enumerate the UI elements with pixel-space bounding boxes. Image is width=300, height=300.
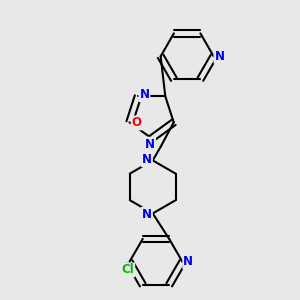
Text: N: N (214, 50, 224, 63)
Text: N: N (183, 255, 193, 268)
Text: N: N (142, 153, 152, 166)
Text: N: N (145, 138, 155, 151)
Text: N: N (142, 208, 152, 220)
Text: Cl: Cl (122, 263, 134, 276)
Text: N: N (140, 88, 149, 101)
Text: O: O (132, 116, 142, 129)
